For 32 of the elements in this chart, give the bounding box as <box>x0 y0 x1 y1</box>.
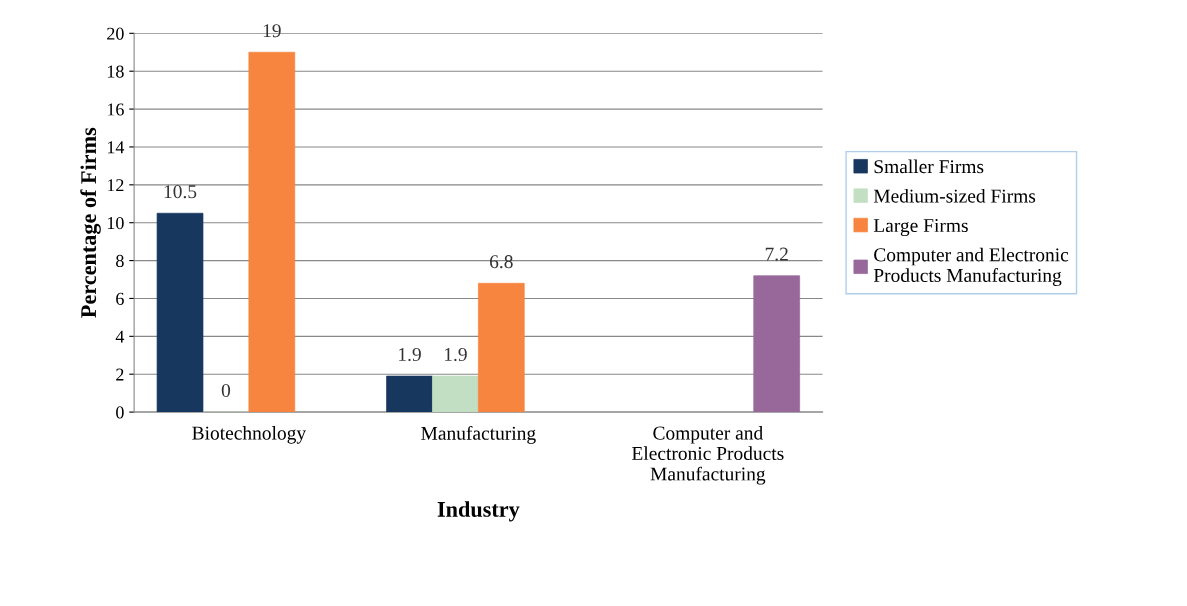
y-axis-title: Percentage of Firms <box>80 127 101 318</box>
y-tick-label: 20 <box>107 27 124 40</box>
data-label: 1.9 <box>399 347 421 362</box>
data-label: 7.2 <box>765 247 788 261</box>
bar <box>432 375 479 413</box>
bar <box>386 375 433 413</box>
y-tick-label: 16 <box>107 103 124 116</box>
y-tick-label: 4 <box>115 330 125 343</box>
data-label: 10.5 <box>164 185 197 199</box>
x-tick-label: Computer and Electronic Products Manufacturing <box>632 425 784 485</box>
data-label: 19 <box>263 24 281 38</box>
y-tick-label: 2 <box>116 368 124 381</box>
x-tick-label: Manufacturing <box>421 425 536 444</box>
bar <box>753 275 800 413</box>
y-tick-label: 10 <box>107 216 124 230</box>
y-tick-label: 6 <box>116 292 124 305</box>
legend-label: Large Firms <box>873 218 968 237</box>
x-axis-title: Industry <box>437 501 520 522</box>
y-tick-label: 8 <box>116 254 124 268</box>
legend-label: Computer and Electronic Products Manufacturing <box>873 247 1069 286</box>
bar <box>156 212 204 413</box>
bar <box>478 282 525 413</box>
x-tick-label: Biotechnology <box>192 425 307 444</box>
data-label: 1.9 <box>444 347 467 362</box>
y-tick-label: 12 <box>107 179 124 192</box>
bar <box>248 51 296 413</box>
data-label: 0 <box>221 383 231 398</box>
y-tick-label: 18 <box>107 65 124 78</box>
y-tick-label: 14 <box>107 141 125 154</box>
legend-label: Medium-sized Firms <box>873 188 1036 203</box>
y-tick-label: 0 <box>116 406 124 419</box>
legend-label: Smaller Firms <box>874 159 984 174</box>
